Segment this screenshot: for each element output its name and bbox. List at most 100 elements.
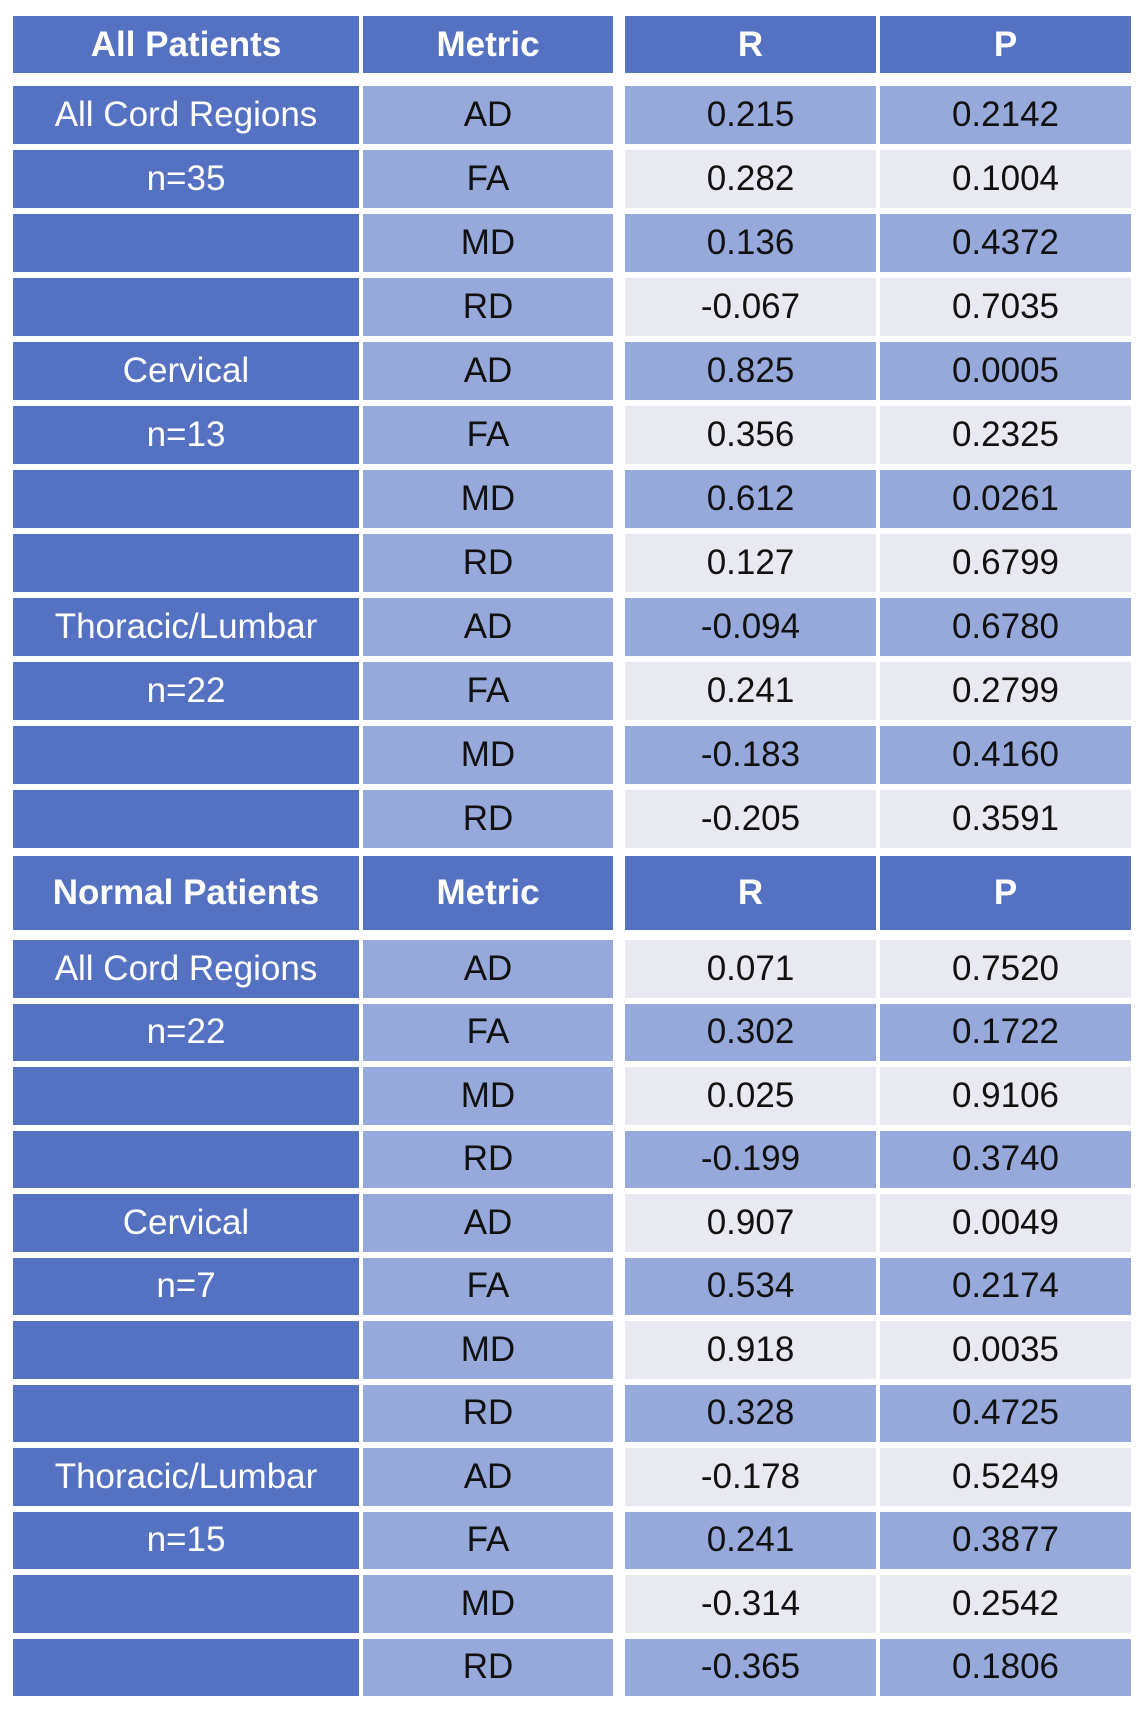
group-label: [13, 790, 359, 848]
p-value: 0.7035: [880, 278, 1131, 336]
p-value: 0.0005: [880, 342, 1131, 400]
metric: MD: [363, 1067, 613, 1125]
group-label: All Cord Regions: [13, 86, 359, 144]
r-value: -0.314: [625, 1575, 876, 1633]
p-value: 0.3591: [880, 790, 1131, 848]
r-value: 0.025: [625, 1067, 876, 1125]
p-value: 0.2799: [880, 662, 1131, 720]
p-value: 0.4372: [880, 214, 1131, 272]
metric: FA: [363, 150, 613, 208]
p-value: 0.0035: [880, 1321, 1131, 1379]
metric: RD: [363, 790, 613, 848]
r-value: -0.365: [625, 1638, 876, 1696]
r-value: 0.127: [625, 534, 876, 592]
metric: AD: [363, 598, 613, 656]
p-value: 0.2542: [880, 1575, 1131, 1633]
r-value: -0.199: [625, 1130, 876, 1188]
r-value: 0.136: [625, 214, 876, 272]
p-value: 0.1004: [880, 150, 1131, 208]
metric: MD: [363, 726, 613, 784]
group-label: Thoracic/Lumbar: [13, 1448, 359, 1506]
metric: AD: [363, 940, 613, 998]
r-value: 0.907: [625, 1194, 876, 1252]
metric: AD: [363, 1194, 613, 1252]
header-cell: P: [880, 16, 1131, 73]
p-value: 0.1806: [880, 1638, 1131, 1696]
group-label: [13, 1575, 359, 1633]
metric: AD: [363, 342, 613, 400]
group-label: Cervical: [13, 1194, 359, 1252]
group-label: All Cord Regions: [13, 940, 359, 998]
header-cell: Metric: [363, 16, 613, 73]
group-label: [13, 534, 359, 592]
p-value: 0.2174: [880, 1257, 1131, 1315]
r-value: 0.612: [625, 470, 876, 528]
metric: MD: [363, 214, 613, 272]
r-value: 0.241: [625, 662, 876, 720]
metric: FA: [363, 406, 613, 464]
p-value: 0.6799: [880, 534, 1131, 592]
r-value: -0.205: [625, 790, 876, 848]
r-value: 0.356: [625, 406, 876, 464]
metric: RD: [363, 1384, 613, 1442]
group-label: n=22: [13, 662, 359, 720]
r-value: -0.094: [625, 598, 876, 656]
group-label: [13, 470, 359, 528]
p-value: 0.2325: [880, 406, 1131, 464]
metric: RD: [363, 278, 613, 336]
header-cell: Normal Patients: [13, 856, 359, 930]
r-value: 0.918: [625, 1321, 876, 1379]
metric: MD: [363, 1575, 613, 1633]
group-label: [13, 1384, 359, 1442]
group-label: [13, 1321, 359, 1379]
p-value: 0.6780: [880, 598, 1131, 656]
metric: MD: [363, 1321, 613, 1379]
metric: RD: [363, 1130, 613, 1188]
p-value: 0.3740: [880, 1130, 1131, 1188]
p-value: 0.0261: [880, 470, 1131, 528]
p-value: 0.7520: [880, 940, 1131, 998]
metric: FA: [363, 662, 613, 720]
p-value: 0.3877: [880, 1511, 1131, 1569]
group-label: n=15: [13, 1511, 359, 1569]
header-cell: All Patients: [13, 16, 359, 73]
header-cell: R: [625, 856, 876, 930]
metric: FA: [363, 1003, 613, 1061]
group-label: Cervical: [13, 342, 359, 400]
metric: MD: [363, 470, 613, 528]
r-value: 0.282: [625, 150, 876, 208]
r-value: 0.241: [625, 1511, 876, 1569]
header-cell: Metric: [363, 856, 613, 930]
r-value: -0.178: [625, 1448, 876, 1506]
r-value: 0.215: [625, 86, 876, 144]
group-label: n=35: [13, 150, 359, 208]
metric: AD: [363, 1448, 613, 1506]
r-value: -0.067: [625, 278, 876, 336]
p-value: 0.9106: [880, 1067, 1131, 1125]
metric: RD: [363, 534, 613, 592]
header-cell: P: [880, 856, 1131, 930]
p-value: 0.2142: [880, 86, 1131, 144]
group-label: n=13: [13, 406, 359, 464]
p-value: 0.4725: [880, 1384, 1131, 1442]
group-label: Thoracic/Lumbar: [13, 598, 359, 656]
group-label: [13, 1130, 359, 1188]
group-label: [13, 1067, 359, 1125]
group-label: [13, 726, 359, 784]
r-value: 0.328: [625, 1384, 876, 1442]
group-label: [13, 214, 359, 272]
r-value: 0.534: [625, 1257, 876, 1315]
header-cell: R: [625, 16, 876, 73]
p-value: 0.5249: [880, 1448, 1131, 1506]
p-value: 0.1722: [880, 1003, 1131, 1061]
r-value: 0.071: [625, 940, 876, 998]
metric: AD: [363, 86, 613, 144]
p-value: 0.4160: [880, 726, 1131, 784]
p-value: 0.0049: [880, 1194, 1131, 1252]
metric: FA: [363, 1511, 613, 1569]
r-value: -0.183: [625, 726, 876, 784]
metric: FA: [363, 1257, 613, 1315]
group-label: n=7: [13, 1257, 359, 1315]
metric: RD: [363, 1638, 613, 1696]
